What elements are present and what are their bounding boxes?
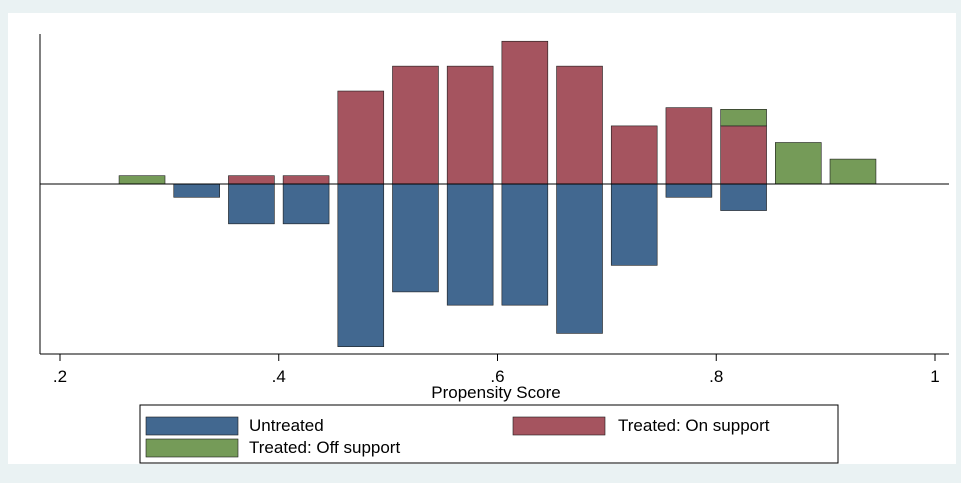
legend-items: Untreated Treated: On support Treated: Off…	[145, 416, 770, 458]
bar-untreated-3	[337, 183, 385, 347]
bar-untreated-8	[610, 183, 658, 266]
legend-label-2: Treated: Off support	[249, 438, 400, 457]
bar-treated-off-support-3	[829, 158, 877, 185]
bar-untreated-1	[228, 183, 275, 225]
legend-box	[139, 404, 839, 464]
bar-untreated-7	[556, 183, 603, 334]
bar-untreated-0	[173, 183, 220, 198]
bar-treated-on-support-7	[610, 125, 658, 185]
bar-treated-off-support-0	[118, 175, 166, 185]
bar-untreated-5	[446, 183, 494, 306]
bar-treated-on-support-5	[501, 40, 549, 185]
legend-swatch-2	[145, 438, 239, 458]
bar-treated-on-support-3	[392, 65, 439, 185]
bar-untreated-2	[282, 183, 330, 225]
x-tick-label: .8	[709, 367, 723, 386]
bar-treated-off-support-1	[720, 109, 767, 127]
bar-untreated-4	[392, 183, 439, 293]
x-tick-label: .4	[272, 367, 286, 386]
bar-untreated-6	[501, 183, 549, 306]
x-ticks: .2 .4 .6 .8 1	[53, 354, 940, 386]
bar-treated-on-support-1	[282, 175, 330, 185]
bar-untreated-10	[720, 183, 767, 211]
legend-label-1: Treated: On support	[618, 416, 770, 435]
bar-treated-on-support-9	[720, 125, 767, 185]
bar-treated-on-support-2	[337, 90, 385, 185]
bar-treated-off-support-2	[775, 142, 822, 185]
bar-treated-on-support-8	[665, 107, 713, 185]
x-tick-label: .2	[53, 367, 67, 386]
x-tick-label: 1	[930, 367, 939, 386]
bar-treated-on-support-4	[446, 65, 494, 185]
bars-layer	[118, 40, 877, 347]
legend-swatch-1	[512, 416, 606, 436]
x-tick-label: .6	[490, 367, 504, 386]
bar-untreated-9	[665, 183, 713, 198]
legend-swatch-0	[145, 416, 239, 436]
x-axis-label: Propensity Score	[431, 383, 560, 402]
legend: Untreated Treated: On support Treated: Off…	[139, 404, 839, 464]
bar-treated-on-support-6	[556, 65, 603, 185]
bar-treated-on-support-0	[228, 175, 275, 185]
legend-label-0: Untreated	[249, 416, 324, 435]
